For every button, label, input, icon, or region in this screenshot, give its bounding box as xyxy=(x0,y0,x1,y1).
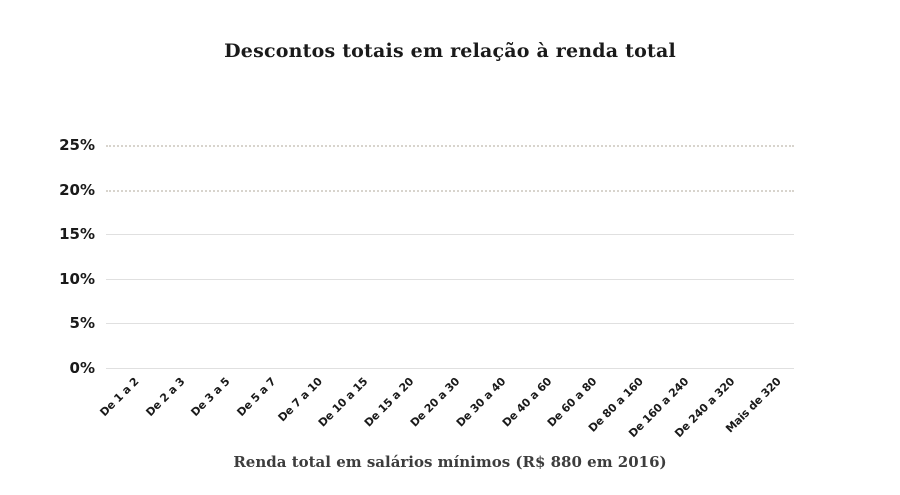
y-axis-tick-label: 20% xyxy=(59,180,95,199)
y-axis-tick-label: 10% xyxy=(59,269,95,288)
x-axis-tick-label: De 2 a 3 xyxy=(143,375,188,419)
y-gridline xyxy=(106,278,794,280)
y-axis-tick-label: 5% xyxy=(69,314,95,333)
x-axis-tick-label: De 5 a 7 xyxy=(234,375,279,419)
y-gridline xyxy=(106,234,794,236)
chart-title: Descontos totais em relação à renda tota… xyxy=(224,40,676,62)
y-axis-tick-label: 0% xyxy=(69,359,95,377)
y-axis-tick-label: 15% xyxy=(59,225,95,244)
x-axis-tick-label: De 7 a 10 xyxy=(275,375,325,425)
y-gridline xyxy=(106,145,794,147)
y-axis-tick-label: 25% xyxy=(59,136,95,154)
x-axis-title: Renda total em salários mínimos (R$ 880 … xyxy=(233,453,667,471)
y-gridline xyxy=(106,189,794,192)
y-gridline xyxy=(106,368,794,369)
x-axis-tick-label: De 3 a 5 xyxy=(188,375,233,419)
y-gridline xyxy=(106,323,794,325)
x-axis-tick-label: De 1 a 2 xyxy=(97,375,142,419)
plot-area xyxy=(106,145,794,369)
